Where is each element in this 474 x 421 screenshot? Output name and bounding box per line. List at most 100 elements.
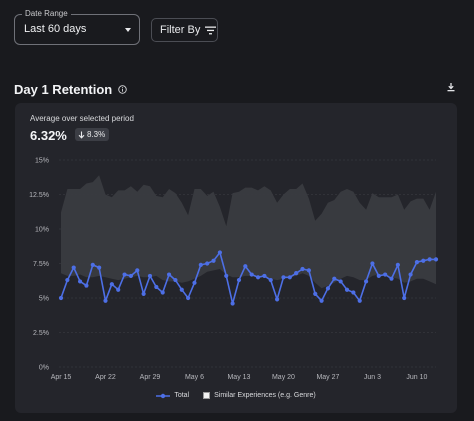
total-point (109, 282, 114, 287)
y-tick-label: 10% (35, 227, 49, 234)
total-point (262, 273, 267, 279)
y-tick-label: 12.5% (29, 192, 49, 199)
total-point (287, 275, 292, 280)
x-tick-label: May 27 (316, 374, 339, 381)
total-point (300, 266, 305, 272)
total-point (363, 279, 369, 284)
average-value: 6.32% (30, 128, 67, 143)
delta-value: 8.3% (87, 130, 106, 139)
y-tick-label: 5% (39, 296, 49, 303)
total-point (65, 277, 70, 283)
total-point (325, 286, 331, 291)
x-tick-label: May 20 (272, 374, 295, 381)
total-point (166, 272, 172, 277)
date-range-label: Date Range (22, 8, 71, 20)
total-point (116, 287, 121, 292)
total-point (402, 295, 407, 301)
delta-badge: 8.3% (75, 128, 110, 141)
total-point (294, 271, 299, 276)
download-icon[interactable] (446, 82, 456, 92)
total-point (205, 261, 210, 266)
total-point (211, 258, 216, 263)
total-point (332, 276, 337, 281)
total-point (147, 273, 153, 279)
total-point (179, 287, 184, 292)
similar-experiences-band (61, 175, 436, 289)
legend-similar-swatch (203, 392, 211, 399)
total-point (154, 284, 159, 290)
total-point (236, 277, 242, 283)
date-range-select[interactable]: Date Range Last 60 days (14, 8, 140, 45)
total-point (186, 295, 191, 301)
y-tick-label: 15% (35, 158, 49, 165)
total-line (60, 251, 436, 305)
total-point (275, 297, 280, 302)
total-point (217, 250, 222, 255)
total-point (370, 261, 375, 266)
total-point (319, 298, 324, 303)
x-tick-label: Jun 3 (364, 374, 381, 381)
x-tick-label: Apr 15 (51, 374, 72, 381)
info-icon[interactable] (118, 85, 127, 94)
arrow-down-icon (78, 131, 85, 139)
total-point (77, 279, 83, 284)
total-point (408, 272, 413, 277)
section-header: Day 1 Retention (14, 82, 127, 97)
total-point (128, 273, 134, 279)
total-point (160, 290, 165, 295)
x-tick-label: May 13 (227, 374, 250, 381)
caret-down-icon (125, 28, 131, 32)
y-tick-label: 2.5% (33, 330, 49, 337)
total-point (173, 277, 178, 283)
y-tick-label: 7.5% (33, 261, 49, 268)
total-point (58, 295, 64, 301)
total-point (198, 262, 203, 267)
total-point (433, 257, 439, 262)
total-point (122, 272, 127, 277)
filter-icon (205, 26, 217, 35)
total-point (427, 257, 432, 262)
total-point (376, 273, 381, 279)
total-point (84, 283, 89, 288)
total-point (414, 260, 420, 265)
date-range-value: Last 60 days (24, 23, 87, 35)
total-point (243, 264, 248, 269)
chart-legend: Total Similar Experiences (e.g. Genre) (15, 392, 457, 399)
legend-item-total[interactable]: Total (156, 392, 189, 399)
legend-total-label: Total (174, 392, 190, 399)
y-tick-label: 0% (39, 365, 49, 372)
legend-similar-label: Similar Experiences (e.g. Genre) (214, 392, 316, 399)
total-point (90, 262, 95, 267)
total-point (249, 272, 254, 277)
total-point (268, 277, 273, 283)
total-point (357, 298, 362, 303)
total-point (344, 287, 350, 292)
total-point (71, 265, 76, 270)
x-tick-label: Apr 29 (140, 374, 161, 381)
total-point (103, 298, 108, 303)
legend-item-similar[interactable]: Similar Experiences (e.g. Genre) (203, 392, 316, 399)
filter-by-button[interactable]: Filter By (151, 18, 218, 42)
total-point (351, 290, 356, 295)
total-point (230, 301, 235, 306)
x-tick-label: May 6 (185, 374, 204, 381)
total-point (97, 265, 102, 270)
average-subtitle: Average over selected period (30, 114, 134, 123)
retention-chart: 0% 2.5% 5% 7.5% 10% 12.5% 15% Apr 15 Apr 22 Apr 2… (29, 158, 439, 381)
legend-total-swatch (156, 393, 171, 398)
total-point (421, 258, 426, 263)
total-point (255, 275, 261, 280)
total-point (224, 273, 229, 279)
total-point (395, 262, 400, 267)
total-point (338, 279, 343, 284)
total-point (135, 268, 140, 273)
total-point (306, 268, 311, 273)
total-point (141, 291, 146, 296)
x-tick-label: Jun 10 (406, 374, 427, 381)
total-point (192, 280, 197, 285)
filter-by-label: Filter By (160, 24, 201, 36)
total-point (281, 275, 286, 280)
total-point (313, 291, 318, 296)
section-title: Day 1 Retention (14, 82, 113, 97)
total-point (389, 276, 394, 281)
